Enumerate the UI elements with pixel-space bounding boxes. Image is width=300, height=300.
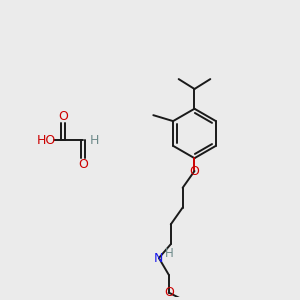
Text: O: O [190, 164, 200, 178]
Text: N: N [154, 251, 164, 265]
Text: O: O [78, 158, 88, 171]
Text: H: H [164, 247, 173, 260]
Text: O: O [164, 286, 174, 299]
Text: HO: HO [37, 134, 56, 147]
Text: O: O [58, 110, 68, 123]
Text: H: H [90, 134, 99, 147]
